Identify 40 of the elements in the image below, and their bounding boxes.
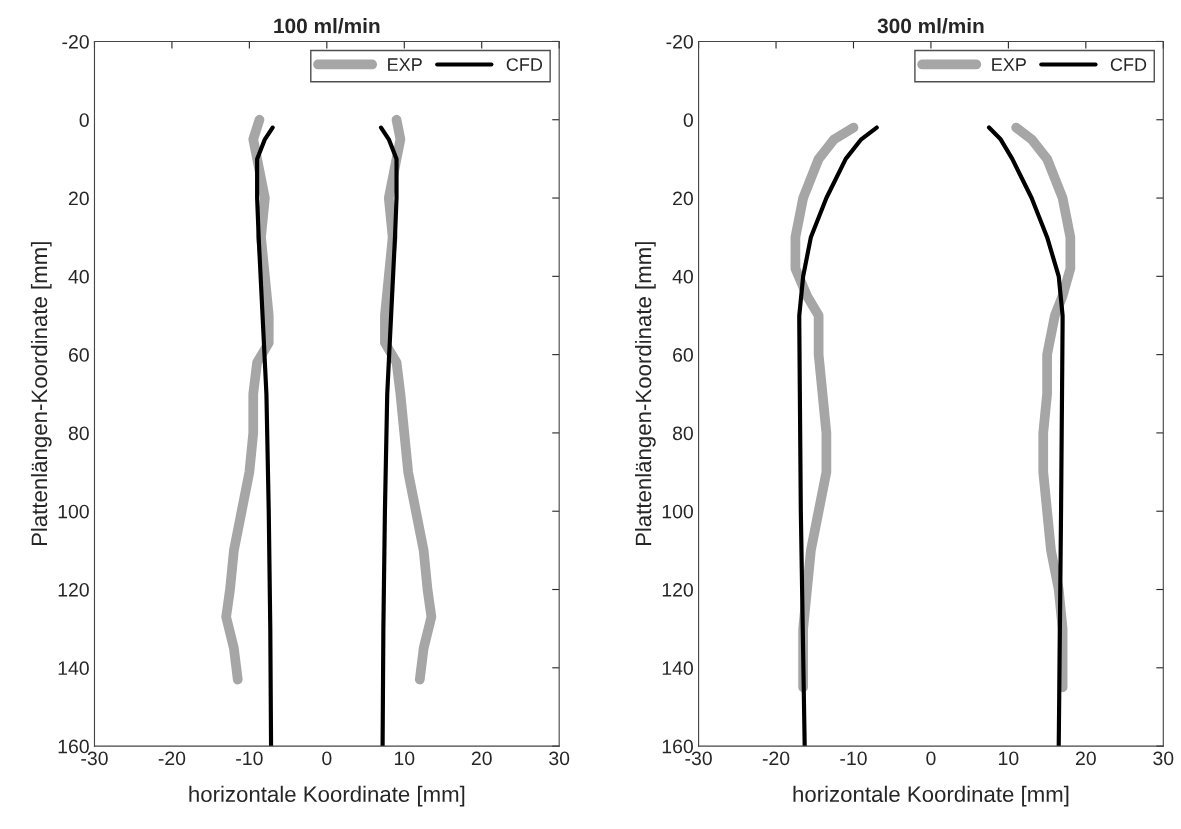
y-tick-label: -20	[62, 34, 89, 49]
x-tick-label: 0	[926, 751, 936, 766]
chart-title: 300 ml/min	[877, 18, 984, 34]
x-axis-title: horizontale Koordinate [mm]	[189, 785, 465, 807]
y-tick-label: 140	[662, 661, 693, 676]
legend-label: EXP	[992, 58, 1026, 71]
y-tick-label: 80	[672, 426, 693, 441]
x-tick-label: 30	[1153, 751, 1174, 766]
x-tick-label: -10	[840, 751, 867, 766]
chart-title: 100 ml/min	[274, 18, 380, 34]
y-tick-label: 100	[58, 504, 89, 519]
y-tick-label: 140	[58, 661, 89, 676]
x-tick-label: 20	[471, 751, 492, 766]
y-axis-title: Plattenlängen-Koordinate [mm]	[635, 242, 656, 546]
y-tick-label: 0	[79, 113, 89, 127]
x-tick-label: 10	[394, 751, 415, 766]
y-tick-label: -20	[666, 34, 693, 49]
x-tick-label: 20	[1076, 751, 1096, 766]
y-tick-label: 40	[672, 269, 693, 284]
legend-label: CFD	[1110, 58, 1147, 71]
y-tick-label: 40	[68, 269, 89, 284]
y-tick-label: 60	[673, 348, 693, 362]
y-tick-label: 60	[68, 348, 89, 362]
x-tick-label: 10	[999, 751, 1019, 766]
x-tick-label: -20	[762, 751, 790, 766]
legend-label: CFD	[506, 58, 543, 71]
y-tick-label: 100	[662, 504, 693, 519]
x-tick-label: -20	[158, 751, 186, 766]
x-tick-label: -10	[236, 751, 263, 766]
x-tick-label: 30	[549, 751, 570, 766]
y-tick-label: 20	[673, 191, 693, 206]
y-tick-label: 120	[662, 582, 693, 597]
y-axis-title: Plattenlängen-Koordinate [mm]	[30, 242, 52, 546]
y-tick-label: 0	[683, 113, 693, 127]
x-axis-title: horizontale Koordinate [mm]	[793, 785, 1069, 807]
x-tick-label: 0	[322, 751, 332, 766]
y-tick-label: 80	[68, 426, 89, 441]
y-tick-label: 120	[58, 582, 89, 597]
legend-label: EXP	[388, 58, 422, 71]
y-tick-label: 20	[68, 191, 89, 206]
